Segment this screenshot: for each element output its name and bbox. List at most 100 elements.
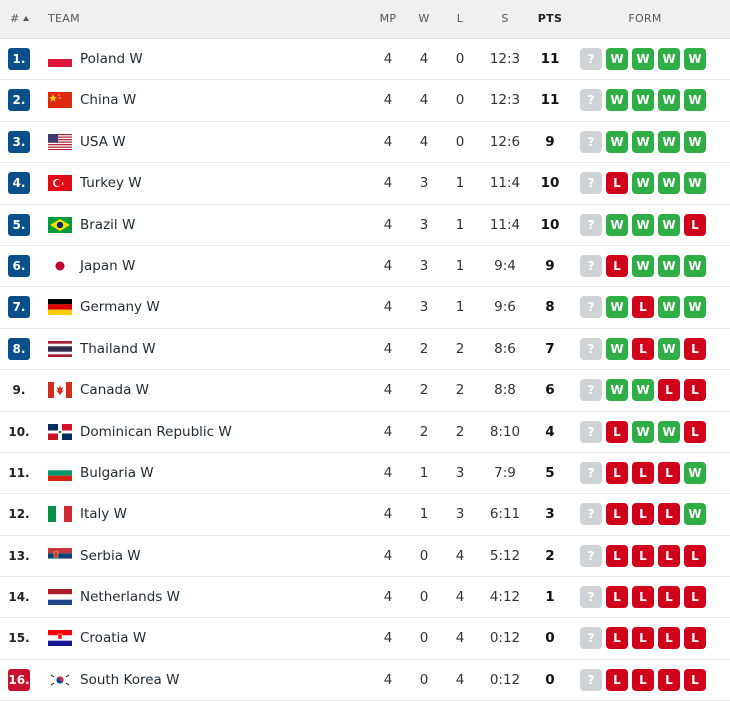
team-name-link[interactable]: Canada W [80,382,150,399]
form-upcoming-badge[interactable]: ? [580,379,602,402]
table-row[interactable]: 6. Japan W 4 3 1 9:4 9? L W W W [0,246,730,288]
form-upcoming-badge[interactable]: ? [580,254,602,277]
team-name-link[interactable]: Thailand W [80,340,156,357]
form-loss-badge[interactable]: L [632,296,654,319]
form-win-badge[interactable]: W [606,213,628,236]
team-name-link[interactable]: Croatia W [80,630,147,647]
form-loss-badge[interactable]: L [606,627,628,650]
form-loss-badge[interactable]: L [658,668,680,691]
form-loss-badge[interactable]: L [632,337,654,360]
form-win-badge[interactable]: W [658,172,680,195]
form-upcoming-badge[interactable]: ? [580,420,602,443]
form-loss-badge[interactable]: L [632,503,654,526]
team-name-link[interactable]: Dominican Republic W [80,423,232,440]
table-row[interactable]: 12. Italy W 4 1 3 6:11 3? L L L W [0,494,730,536]
form-upcoming-badge[interactable]: ? [580,89,602,112]
form-win-badge[interactable]: W [658,213,680,236]
form-upcoming-badge[interactable]: ? [580,503,602,526]
table-row[interactable]: 1. Poland W 4 4 0 12:3 11? W W W W [0,39,730,81]
team-name-link[interactable]: Germany W [80,299,160,316]
header-team[interactable]: TEAM [48,12,80,25]
form-win-badge[interactable]: W [632,130,654,153]
form-win-badge[interactable]: W [684,48,706,70]
form-loss-badge[interactable]: L [684,420,706,443]
form-upcoming-badge[interactable]: ? [580,586,602,609]
form-win-badge[interactable]: W [632,172,654,195]
form-loss-badge[interactable]: L [658,461,680,484]
header-mp[interactable]: MP [379,12,397,25]
form-upcoming-badge[interactable]: ? [580,48,602,70]
table-row[interactable]: 4. Turkey W 4 3 1 11:4 10? L W W W [0,163,730,205]
team-name-link[interactable]: Japan W [80,257,136,274]
form-win-badge[interactable]: W [606,48,628,70]
team-name-link[interactable]: Poland W [80,51,143,67]
form-win-badge[interactable]: W [632,254,654,277]
table-row[interactable]: 5. Brazil W 4 3 1 11:4 10? W W W L [0,205,730,246]
table-row[interactable]: 7. Germany W 4 3 1 9:6 8? W L W W [0,287,730,329]
form-loss-badge[interactable]: L [632,586,654,609]
form-upcoming-badge[interactable]: ? [580,668,602,691]
form-loss-badge[interactable]: L [606,420,628,443]
team-name-link[interactable]: Turkey W [80,175,142,192]
table-row[interactable]: 11. Bulgaria W 4 1 3 7:9 5? L L L W [0,453,730,495]
form-loss-badge[interactable]: L [632,627,654,650]
form-loss-badge[interactable]: L [606,544,628,567]
table-row[interactable]: 15. Croatia W 4 0 4 0:12 0? L L L L [0,618,730,660]
form-loss-badge[interactable]: L [632,461,654,484]
team-name-link[interactable]: Netherlands W [80,589,180,606]
table-row[interactable]: 14. Netherlands W 4 0 4 4:12 1? L L L L [0,577,730,619]
form-win-badge[interactable]: W [684,89,706,112]
form-upcoming-badge[interactable]: ? [580,130,602,153]
form-upcoming-badge[interactable]: ? [580,213,602,236]
form-loss-badge[interactable]: L [658,503,680,526]
form-win-badge[interactable]: W [658,48,680,70]
form-loss-badge[interactable]: L [658,586,680,609]
form-win-badge[interactable]: W [658,420,680,443]
header-rank[interactable]: # [10,0,29,38]
form-win-badge[interactable]: W [684,296,706,319]
form-win-badge[interactable]: W [606,89,628,112]
team-name-link[interactable]: Bulgaria W [80,464,154,481]
form-loss-badge[interactable]: L [606,254,628,277]
team-name-link[interactable]: China W [80,92,137,109]
form-loss-badge[interactable]: L [684,586,706,609]
team-name-link[interactable]: Brazil W [80,216,136,233]
header-pts[interactable]: PTS [537,12,563,25]
form-win-badge[interactable]: W [632,420,654,443]
team-name-link[interactable]: Italy W [80,506,127,523]
form-loss-badge[interactable]: L [632,668,654,691]
form-win-badge[interactable]: W [684,503,706,526]
table-row[interactable]: 9. Canada W 4 2 2 8:8 6? W W L L [0,370,730,412]
table-row[interactable]: 8. Thailand W 4 2 2 8:6 7? W L W L [0,329,730,371]
form-win-badge[interactable]: W [658,254,680,277]
form-upcoming-badge[interactable]: ? [580,172,602,195]
team-name-link[interactable]: South Korea W [80,671,180,688]
table-row[interactable]: 13. Serbia W 4 0 4 5:12 2? L L L L [0,536,730,578]
table-row[interactable]: 2. China W 4 4 0 12:3 11? W W W W [0,80,730,122]
form-loss-badge[interactable]: L [632,544,654,567]
form-win-badge[interactable]: W [606,337,628,360]
form-win-badge[interactable]: W [684,461,706,484]
form-upcoming-badge[interactable]: ? [580,296,602,319]
form-loss-badge[interactable]: L [658,627,680,650]
table-row[interactable]: 3. USA W 4 4 0 12:6 9? W W W W [0,122,730,164]
form-upcoming-badge[interactable]: ? [580,461,602,484]
header-w[interactable]: W [418,12,430,25]
form-upcoming-badge[interactable]: ? [580,627,602,650]
form-win-badge[interactable]: W [658,89,680,112]
form-win-badge[interactable]: W [684,172,706,195]
form-loss-badge[interactable]: L [684,668,706,691]
form-loss-badge[interactable]: L [658,379,680,402]
form-upcoming-badge[interactable]: ? [580,337,602,360]
form-loss-badge[interactable]: L [606,668,628,691]
form-win-badge[interactable]: W [606,130,628,153]
form-loss-badge[interactable]: L [684,627,706,650]
form-upcoming-badge[interactable]: ? [580,544,602,567]
form-win-badge[interactable]: W [606,379,628,402]
form-win-badge[interactable]: W [684,254,706,277]
form-loss-badge[interactable]: L [684,379,706,402]
form-loss-badge[interactable]: L [684,544,706,567]
form-win-badge[interactable]: W [658,337,680,360]
team-name-link[interactable]: Serbia W [80,547,141,564]
form-win-badge[interactable]: W [658,296,680,319]
